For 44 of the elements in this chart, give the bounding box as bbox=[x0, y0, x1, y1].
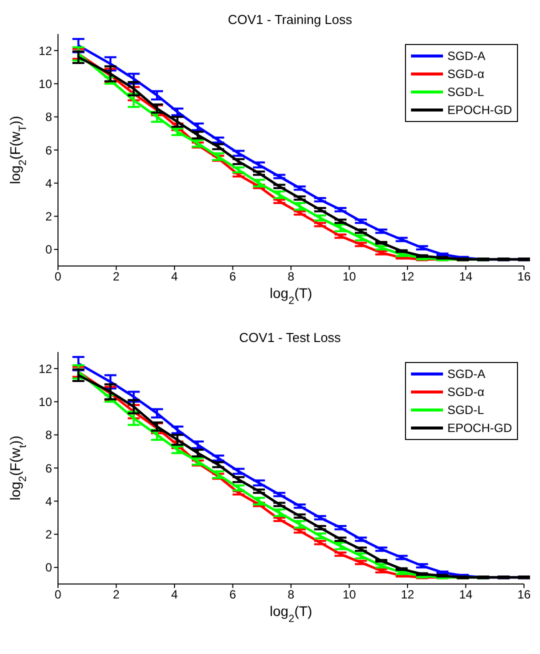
y-tick-label: 2 bbox=[45, 528, 52, 542]
y-tick-label: 10 bbox=[38, 76, 52, 91]
legend-label: EPOCH-GD bbox=[447, 421, 512, 435]
x-tick-label: 8 bbox=[288, 270, 295, 284]
legend-label: SGD-L bbox=[447, 85, 484, 99]
x-tick-label: 4 bbox=[171, 588, 178, 602]
y-tick-label: 10 bbox=[38, 394, 52, 409]
y-tick-label: 8 bbox=[45, 428, 52, 442]
x-tick-label: 2 bbox=[112, 270, 120, 284]
y-tick-label: 6 bbox=[45, 461, 52, 476]
x-tick-label: 16 bbox=[517, 270, 531, 284]
x-tick-label: 14 bbox=[459, 588, 473, 602]
legend-label: SGD-A bbox=[447, 49, 486, 63]
chart-title: COV1 - Test Loss bbox=[239, 330, 342, 345]
x-tick-label: 2 bbox=[112, 588, 120, 602]
legend-label: EPOCH-GD bbox=[447, 103, 512, 117]
x-tick-label: 6 bbox=[229, 588, 236, 602]
x-tick-label: 12 bbox=[400, 588, 414, 602]
x-tick-label: 4 bbox=[171, 270, 178, 284]
y-tick-label: 12 bbox=[38, 362, 52, 376]
x-tick-label: 6 bbox=[229, 270, 236, 284]
y-tick-label: 2 bbox=[45, 210, 52, 224]
x-tick-label: 10 bbox=[342, 270, 356, 284]
x-axis-title: log$_{2}$(T) bbox=[270, 285, 312, 307]
legend-label: SGD-A bbox=[447, 367, 486, 381]
y-tick-label: 8 bbox=[45, 110, 52, 124]
legend-label: SGD-L bbox=[447, 403, 484, 417]
x-tick-label: 16 bbox=[517, 588, 531, 602]
chart-title: COV1 - Training Loss bbox=[228, 12, 353, 27]
legend-label: SGD-α bbox=[447, 385, 484, 399]
y-tick-label: 0 bbox=[45, 242, 52, 257]
x-tick-label: 14 bbox=[459, 270, 473, 284]
x-tick-label: 0 bbox=[54, 270, 62, 284]
x-tick-label: 10 bbox=[342, 588, 356, 602]
y-tick-label: 0 bbox=[45, 560, 52, 575]
legend-label: SGD-α bbox=[447, 67, 484, 81]
x-tick-label: 12 bbox=[400, 270, 414, 284]
x-tick-label: 8 bbox=[288, 588, 295, 602]
y-tick-label: 12 bbox=[38, 44, 52, 58]
y-tick-label: 6 bbox=[45, 143, 52, 158]
x-tick-label: 0 bbox=[54, 588, 62, 602]
x-axis-title: log$_{2}$(T) bbox=[270, 603, 312, 625]
y-tick-label: 4 bbox=[45, 176, 52, 190]
y-tick-label: 4 bbox=[45, 494, 52, 508]
